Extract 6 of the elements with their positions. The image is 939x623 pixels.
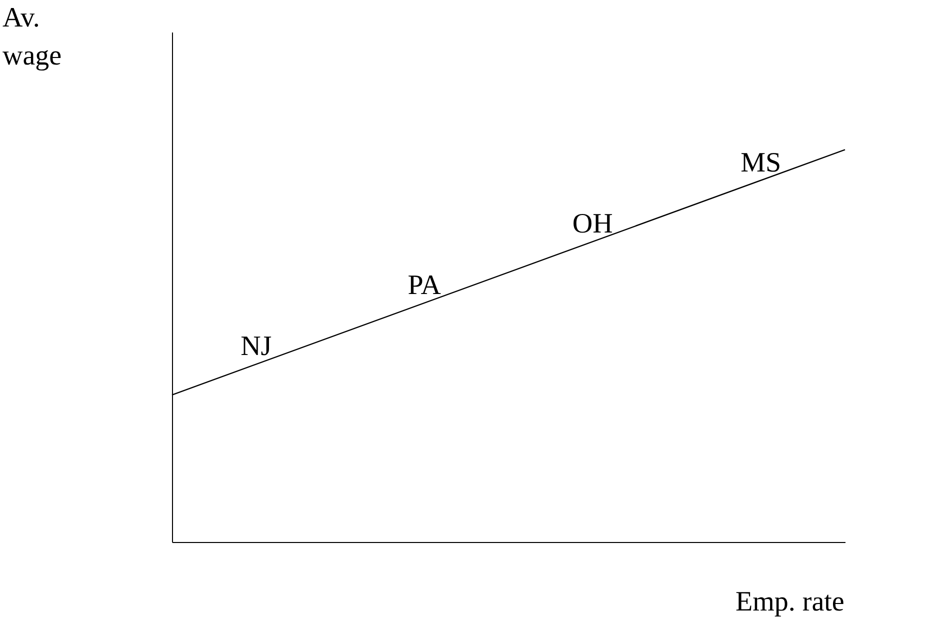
- annotation: PA: [408, 270, 442, 301]
- annotation: MS: [740, 147, 782, 178]
- y-axis-title: Av. wage: [2, 2, 62, 72]
- x-axis-title: Emp. rate: [736, 586, 844, 618]
- annotation: OH: [572, 208, 613, 240]
- annotation: NJ: [240, 331, 272, 362]
